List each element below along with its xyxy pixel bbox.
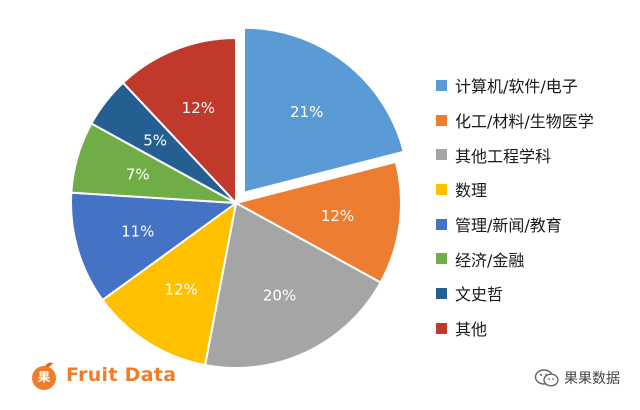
data-label-1: 21% — [290, 103, 323, 121]
pie-slice-5 — [70, 191, 239, 302]
legend-item-5: 管理/新闻/教育 — [436, 207, 594, 242]
pie-slice-3 — [203, 201, 382, 369]
data-label-4: 12% — [165, 280, 198, 298]
data-label-3: 20% — [263, 287, 296, 305]
legend-swatch — [436, 287, 447, 299]
legend-item-3: 其他工程学科 — [436, 137, 594, 172]
pie-slice-1 — [242, 26, 406, 195]
legend-item-4: 数理 — [436, 172, 594, 207]
legend-label: 文史哲 — [455, 285, 504, 305]
pie-data-labels: 21% 12% 20% 12% 11% 7% 5% 12% — [121, 99, 354, 305]
legend-label: 其他 — [455, 320, 488, 340]
legend-item-6: 经济/金融 — [436, 241, 594, 276]
legend-swatch — [436, 149, 447, 161]
watermark: 果果数据 — [534, 368, 620, 388]
legend-label: 其他工程学科 — [455, 146, 552, 166]
data-label-8: 12% — [182, 99, 215, 117]
logo-char: 果 — [37, 370, 50, 384]
data-label-7: 5% — [143, 131, 167, 149]
legend-label: 数理 — [455, 181, 488, 201]
pie-slice-4 — [101, 200, 238, 367]
wechat-icon — [534, 369, 559, 387]
legend-item-7: 文史哲 — [436, 276, 594, 311]
chart-legend: 计算机/软件/电子 化工/材料/生物医学 其他工程学科 数理管理/新闻/教育 经济/金融… — [436, 68, 594, 346]
legend-item-8: 其他 — [436, 311, 594, 346]
data-label-6: 7% — [126, 165, 150, 183]
legend-swatch — [436, 253, 447, 265]
logo-text: Fruit Data — [66, 364, 177, 386]
legend-label: 计算机/软件/电子 — [455, 77, 578, 97]
legend-label: 经济/金融 — [455, 250, 525, 270]
pie-slices — [70, 26, 406, 369]
legend-swatch — [436, 114, 447, 126]
fruit-data-logo: 果 Fruit Data — [30, 360, 176, 390]
data-label-2: 12% — [321, 207, 354, 225]
legend-item-1: 计算机/软件/电子 — [436, 68, 594, 103]
legend-swatch — [436, 79, 447, 91]
pie-slice-2 — [233, 160, 402, 284]
legend-swatch — [436, 218, 447, 230]
pie-slice-8 — [121, 36, 237, 206]
legend-swatch — [436, 322, 447, 334]
watermark-text: 果果数据 — [564, 371, 620, 387]
data-label-5: 11% — [121, 223, 154, 241]
fruit-logo-icon: 果 — [30, 360, 58, 390]
legend-item-2: 化工/材料/生物医学 — [436, 103, 594, 138]
legend-swatch — [436, 183, 447, 195]
legend-label: 化工/材料/生物医学 — [455, 112, 594, 132]
legend-label: 管理/新闻/教育 — [455, 216, 562, 236]
